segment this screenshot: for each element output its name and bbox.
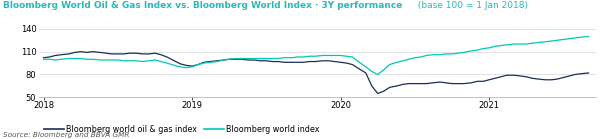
Text: Source: Bloomberg and BBVA GMR: Source: Bloomberg and BBVA GMR [3,132,129,138]
Legend: Bloomberg world oil & gas index, Bloomberg world index: Bloomberg world oil & gas index, Bloombe… [40,122,323,137]
Text: (base 100 = 1 Jan 2018): (base 100 = 1 Jan 2018) [415,1,529,10]
Text: Bloomberg World Oil & Gas Index vs. Bloomberg World Index · 3Y performance: Bloomberg World Oil & Gas Index vs. Bloo… [3,1,402,10]
